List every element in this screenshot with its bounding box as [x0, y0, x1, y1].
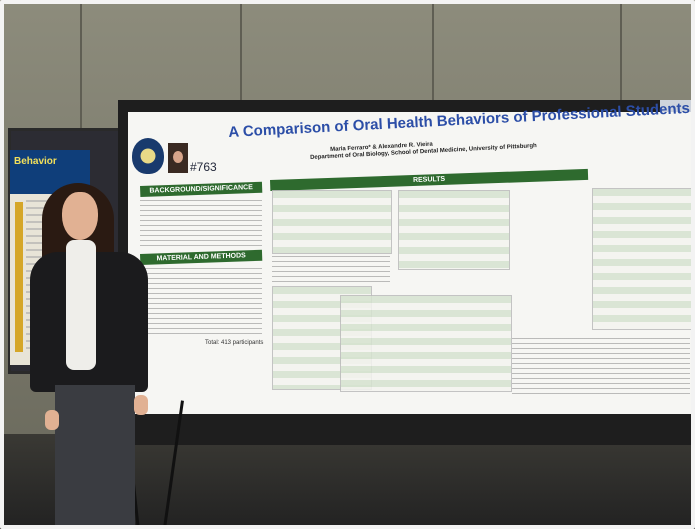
poster-number: #763	[190, 160, 217, 174]
methods-text	[140, 268, 262, 338]
background-text	[140, 200, 262, 248]
presenter-hand	[134, 395, 148, 415]
university-seal-icon	[132, 138, 164, 174]
presenter-hand	[45, 410, 59, 430]
left-poster-stripe	[15, 202, 23, 352]
conclusions-text	[512, 338, 690, 398]
total-participants-note: Total: 413 participants	[205, 340, 264, 346]
author-photo	[168, 143, 188, 173]
results-table-5	[592, 188, 692, 330]
results-text-1	[272, 256, 390, 282]
results-table-2	[398, 190, 510, 270]
results-table-4	[340, 295, 512, 392]
results-table-1	[272, 190, 392, 254]
presenter-face	[62, 192, 98, 240]
presenter-scarf	[66, 240, 96, 370]
presenter-pants	[55, 385, 135, 529]
